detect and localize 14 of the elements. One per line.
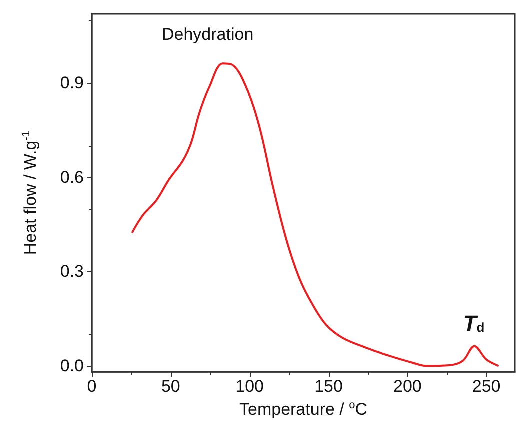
- x-tick-label: 100: [236, 377, 264, 396]
- y-tick-label: 0.0: [60, 356, 84, 376]
- y-tick-label: 0.3: [60, 262, 84, 282]
- line-series: [132, 62, 499, 368]
- x-tick-label: 150: [314, 377, 343, 396]
- x-tick-label: 250: [472, 377, 501, 396]
- x-tick-label: 50: [161, 377, 180, 396]
- x-tick-label: 200: [393, 377, 422, 396]
- annotation: Dehydration: [162, 25, 254, 44]
- y-tick-label: 0.6: [60, 168, 84, 187]
- annotation: Td: [463, 310, 485, 336]
- x-tick-label: 0: [87, 377, 97, 396]
- y-tick-label: 0.9: [60, 74, 84, 93]
- y-axis-title: Heat flow / W.g-1: [20, 131, 40, 256]
